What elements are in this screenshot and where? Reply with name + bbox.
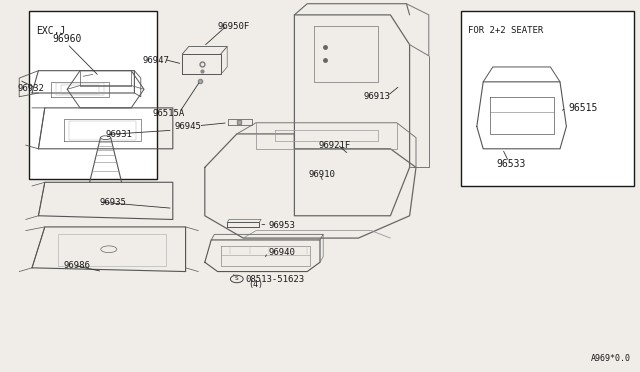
Text: 08513-51623: 08513-51623 bbox=[245, 275, 304, 283]
Text: FOR 2+2 SEATER: FOR 2+2 SEATER bbox=[468, 26, 544, 35]
Text: EXC.J: EXC.J bbox=[36, 26, 66, 36]
Text: 96533: 96533 bbox=[496, 159, 525, 169]
Text: 96945: 96945 bbox=[174, 122, 201, 131]
Text: A969*0.0: A969*0.0 bbox=[590, 354, 630, 363]
Text: 96932: 96932 bbox=[18, 84, 45, 93]
Text: 96910: 96910 bbox=[308, 170, 335, 179]
Text: 96913: 96913 bbox=[364, 92, 390, 101]
Text: 96515A: 96515A bbox=[152, 109, 184, 118]
Text: 96953: 96953 bbox=[269, 221, 296, 230]
Text: 96921F: 96921F bbox=[318, 141, 350, 150]
Text: 96947: 96947 bbox=[142, 56, 169, 65]
Text: 96515: 96515 bbox=[568, 103, 598, 113]
Text: 96940: 96940 bbox=[269, 248, 296, 257]
Bar bbox=[461, 11, 634, 186]
Text: S: S bbox=[235, 276, 239, 282]
Text: 96960: 96960 bbox=[52, 34, 82, 44]
Text: (4): (4) bbox=[248, 280, 264, 289]
Text: 96935: 96935 bbox=[99, 198, 126, 207]
Text: 96950F: 96950F bbox=[218, 22, 250, 31]
Text: 96931: 96931 bbox=[106, 130, 132, 139]
Text: 96986: 96986 bbox=[64, 262, 91, 270]
Bar bbox=[29, 11, 157, 179]
